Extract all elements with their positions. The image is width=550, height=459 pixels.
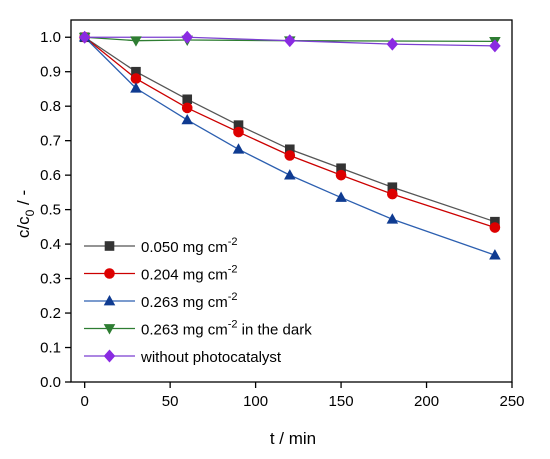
- y-tick-label: 0.2: [40, 305, 61, 322]
- series-4-point: [130, 36, 142, 47]
- series-3-point: [386, 213, 399, 224]
- legend-item-2: 0.204 mg cm-2: [84, 264, 238, 284]
- legend-label-superscript: -2: [228, 236, 238, 248]
- series-2-point: [335, 169, 347, 181]
- plot-frame: [70, 19, 513, 383]
- legend-label-superscript: -2: [228, 291, 238, 303]
- series-2-point: [233, 126, 244, 138]
- series-line-2: [84, 36, 496, 229]
- legend-item-4: 0.263 mg cm-2 in the dark: [84, 319, 312, 339]
- series-1-point: [490, 216, 500, 227]
- x-tick-label: 150: [329, 393, 354, 410]
- legend-marker: [104, 241, 115, 251]
- series-2-point: [284, 150, 296, 161]
- legend-label-superscript: -2: [228, 319, 238, 331]
- y-tick-label: 0.9: [40, 64, 61, 81]
- legend: 0.050 mg cm-20.204 mg cm-20.263 mg cm-20…: [84, 236, 312, 366]
- series-3-point: [130, 82, 142, 93]
- legend-marker: [103, 349, 116, 363]
- series-5-point: [489, 39, 501, 53]
- x-axis-title: t / min: [270, 429, 316, 448]
- x-axis-ticks: 0 50 100 150 200 250: [81, 382, 525, 410]
- y-tick-label: 0.1: [40, 340, 61, 357]
- legend-marker: [104, 268, 115, 279]
- series-1-point: [336, 163, 346, 174]
- legend-label-main: 0.204 mg cm: [141, 267, 228, 284]
- y-axis-title: c/c0 / -: [14, 190, 37, 238]
- series-markers: [78, 30, 501, 260]
- x-tick-label: 250: [499, 393, 524, 410]
- series-2-point: [489, 222, 501, 233]
- series-3-point: [181, 113, 193, 125]
- y-axis-ticks: 0.0 0.1 0.2 0.3 0.4 0.5 0.6 0.7 0.8 0.9 1.0: [40, 29, 71, 391]
- legend-label: without photocatalyst: [140, 349, 282, 366]
- legend-label: 0.204 mg cm-2: [141, 264, 238, 284]
- plot-border: [70, 19, 513, 383]
- y-tick-label: 0.8: [40, 98, 61, 115]
- series-3-point: [489, 249, 501, 260]
- x-tick-label: 100: [243, 393, 268, 410]
- y-axis-title-subscript: 0: [23, 209, 37, 216]
- y-tick-label: 0.0: [40, 374, 61, 391]
- y-tick-label: 0.6: [40, 167, 61, 184]
- y-axis-title-suffix: / -: [14, 190, 33, 210]
- legend-label-main: 0.050 mg cm: [141, 239, 228, 256]
- legend-label-superscript: -2: [228, 264, 238, 276]
- legend-label: 0.263 mg cm-2 in the dark: [141, 319, 312, 339]
- legend-item-3: 0.263 mg cm-2: [84, 291, 238, 311]
- legend-label-main: 0.263 mg cm: [141, 322, 228, 339]
- series-line-1: [84, 36, 496, 223]
- legend-item-1: 0.050 mg cm-2: [84, 236, 238, 256]
- series-3-point: [232, 143, 245, 154]
- series-5-point: [284, 34, 296, 48]
- series-5-point: [78, 30, 91, 44]
- legend-label-tail: in the dark: [238, 322, 313, 339]
- x-tick-label: 200: [414, 393, 439, 410]
- legend-marker: [103, 324, 116, 335]
- series-3-point: [284, 169, 296, 180]
- y-tick-label: 1.0: [40, 29, 61, 46]
- series-1-point: [284, 144, 295, 155]
- y-tick-label: 0.3: [40, 271, 61, 288]
- legend-label-main: without photocatalyst: [140, 349, 282, 366]
- series-1-point: [387, 182, 398, 193]
- series-1-point: [131, 66, 141, 77]
- series-3-point: [335, 191, 347, 202]
- y-axis-title-base: c/c: [14, 216, 33, 238]
- series-5-point: [386, 37, 399, 51]
- series-5-point: [181, 30, 193, 44]
- legend-label-main: 0.263 mg cm: [141, 294, 228, 311]
- series-1-point: [182, 94, 193, 105]
- series-1-point: [233, 120, 244, 130]
- x-tick-label: 50: [162, 393, 179, 410]
- legend-label: 0.050 mg cm-2: [141, 236, 238, 256]
- series-2-point: [130, 73, 142, 84]
- series-line-3: [84, 36, 496, 256]
- y-tick-label: 0.7: [40, 133, 61, 150]
- legend-marker: [103, 295, 116, 306]
- y-tick-label: 0.5: [40, 202, 61, 219]
- series-2-point: [181, 102, 193, 114]
- y-tick-label: 0.4: [40, 236, 61, 253]
- legend-label: 0.263 mg cm-2: [141, 291, 238, 311]
- series-2-point: [387, 188, 398, 200]
- x-tick-label: 0: [81, 393, 89, 410]
- legend-item-5: without photocatalyst: [84, 349, 282, 366]
